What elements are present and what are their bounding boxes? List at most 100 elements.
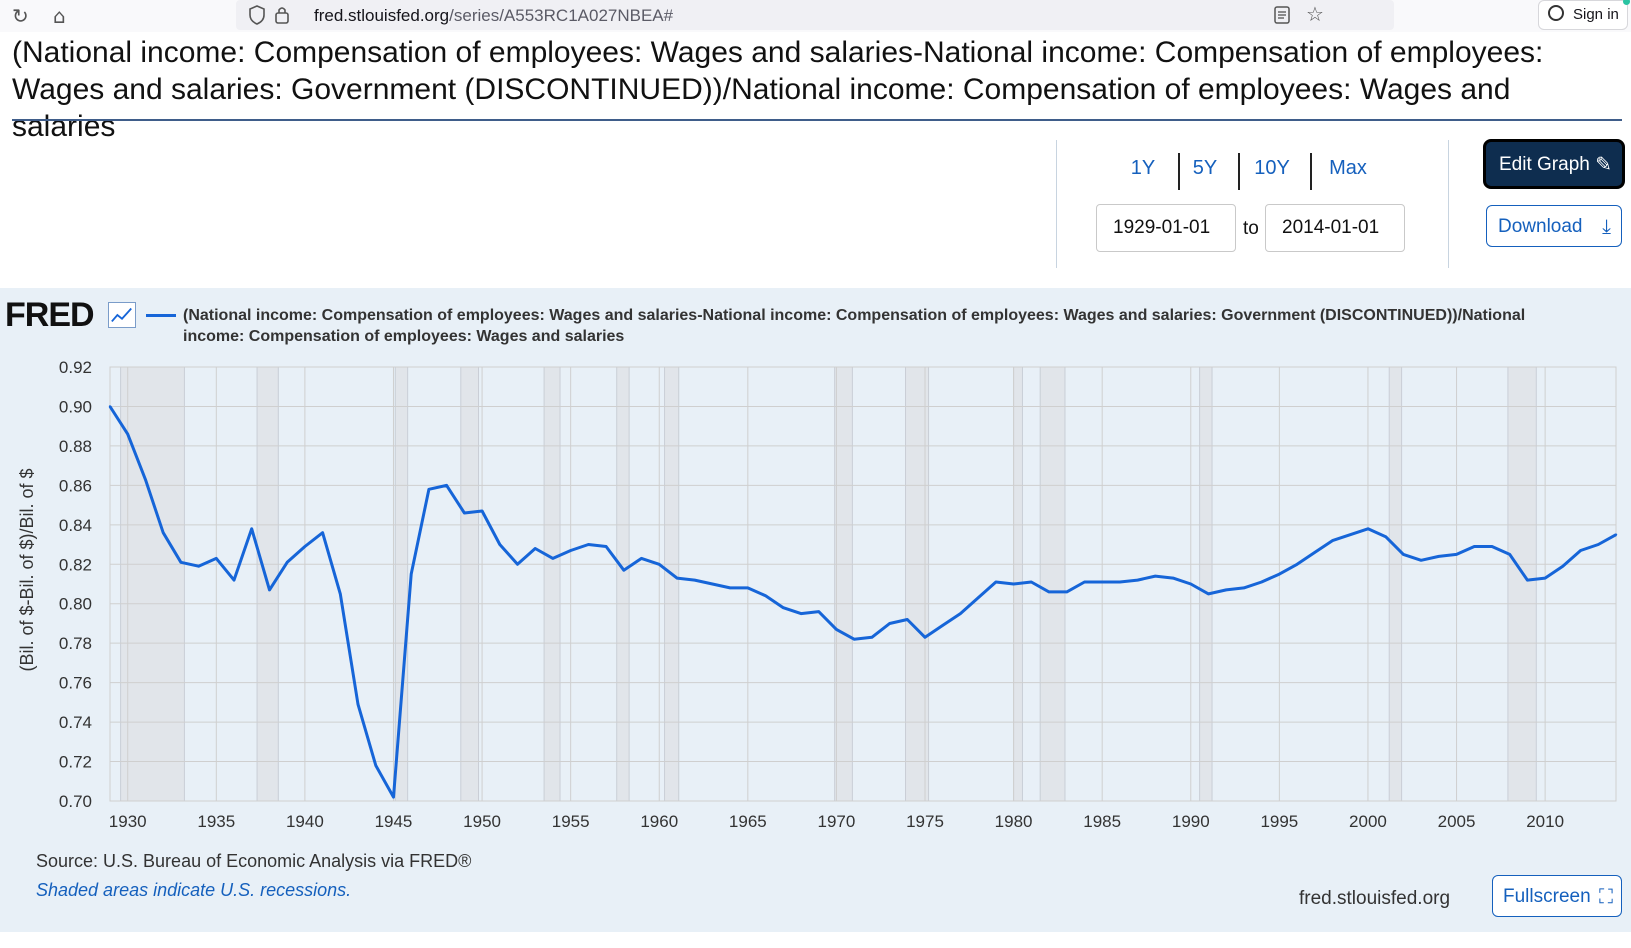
data-point	[1402, 553, 1405, 556]
x-tick-label: 1940	[286, 812, 324, 831]
data-point	[1349, 533, 1352, 536]
y-tick-label: 0.92	[59, 358, 92, 377]
y-tick-label: 0.86	[59, 476, 92, 495]
line-chart[interactable]: 0.70 0.72 0.74 0.76 0.78 0.80 0.82 0.84 0.86 0.88…	[0, 340, 1631, 840]
data-point	[480, 509, 484, 513]
data-point	[1313, 551, 1317, 554]
data-point	[215, 557, 218, 560]
legend-swatch	[146, 314, 176, 317]
data-point	[1100, 580, 1104, 584]
data-point	[1083, 580, 1086, 584]
x-tick-label: 1950	[463, 812, 501, 831]
to-label: to	[1243, 218, 1259, 239]
x-tick-label: 1990	[1172, 812, 1210, 831]
address-bar[interactable]: ☆	[236, 0, 1394, 30]
data-point	[658, 563, 661, 566]
recession-bands	[120, 366, 1537, 802]
data-point	[374, 764, 377, 767]
series-layer	[108, 405, 1618, 799]
data-point	[1455, 553, 1458, 556]
data-point	[427, 488, 431, 491]
url-host: fred.stlouisfed.org	[314, 6, 450, 25]
end-date-input[interactable]	[1265, 204, 1405, 252]
lock-icon[interactable]	[274, 5, 290, 25]
data-point	[410, 572, 413, 576]
site-url[interactable]: fred.stlouisfed.org	[1299, 888, 1451, 909]
data-point	[569, 549, 572, 552]
recession-band	[1388, 366, 1403, 802]
x-tick-label: 1960	[640, 812, 678, 831]
data-point	[108, 405, 112, 408]
reader-icon[interactable]	[1274, 6, 1290, 24]
recession-note[interactable]: Shaded areas indicate U.S. recessions.	[36, 880, 352, 900]
download-button[interactable]: Download ⤓	[1486, 205, 1622, 247]
y-tick-label: 0.90	[59, 397, 92, 416]
x-tick-label: 1970	[818, 812, 856, 831]
recession-band	[834, 366, 853, 802]
notification-dot	[1623, 0, 1630, 5]
home-icon[interactable]: ⌂	[53, 4, 66, 28]
x-tick-label: 1975	[906, 812, 944, 831]
data-point	[587, 543, 590, 546]
data-point	[711, 582, 714, 586]
y-tick-label: 0.74	[59, 713, 92, 732]
data-point	[976, 596, 980, 600]
data-point	[1225, 588, 1228, 592]
data-point	[852, 638, 856, 641]
url-text[interactable]: fred.stlouisfed.org/series/A553RC1A027NB…	[314, 6, 673, 26]
reload-icon[interactable]: ↻	[12, 4, 29, 28]
x-tick-label: 1930	[109, 812, 147, 831]
data-point	[1614, 533, 1618, 536]
fullscreen-icon: ⛶	[1599, 884, 1613, 908]
data-point	[906, 618, 909, 621]
data-point	[1579, 549, 1582, 552]
data-point	[1207, 592, 1210, 596]
divider	[1448, 140, 1449, 268]
data-point	[268, 588, 271, 592]
x-axis-ticks: 1930 1935 1940 1945 1950 1955 1960 1965 1970 1975…	[109, 812, 1564, 831]
shield-icon[interactable]	[248, 5, 266, 25]
data-point	[1437, 555, 1441, 558]
data-point	[1543, 576, 1547, 580]
plot-border	[109, 366, 1617, 802]
data-point	[1526, 578, 1529, 582]
data-point	[445, 484, 448, 487]
range-max-button[interactable]: Max	[1329, 157, 1367, 179]
data-point	[1278, 572, 1281, 576]
x-tick-label: 1980	[995, 812, 1033, 831]
data-point	[285, 561, 289, 564]
browser-toolbar: ↻ ⌂ ☆ fred.stlouisfed.org/series/A553RC1…	[0, 0, 1631, 32]
data-point	[321, 531, 324, 534]
sign-in-button[interactable]: Sign in	[1538, 0, 1630, 30]
start-date-input[interactable]	[1096, 204, 1236, 252]
data-point	[604, 545, 608, 548]
data-point	[817, 610, 820, 613]
fullscreen-label: Fullscreen	[1503, 886, 1591, 907]
data-point	[516, 563, 519, 566]
data-point	[746, 586, 750, 590]
data-point	[197, 565, 200, 568]
y-tick-label: 0.84	[59, 516, 92, 535]
data-point	[1473, 545, 1476, 548]
data-point	[1012, 582, 1015, 586]
data-point	[551, 557, 555, 560]
edit-graph-button[interactable]: Edit Graph ✎	[1483, 139, 1625, 189]
recession-band	[616, 366, 630, 802]
star-icon[interactable]: ☆	[1306, 2, 1324, 26]
data-point	[640, 557, 643, 560]
range-separator	[1238, 153, 1240, 190]
download-icon: ⤓	[1602, 214, 1611, 238]
recession-band	[120, 366, 185, 802]
range-separator	[1310, 153, 1312, 190]
data-point	[1419, 559, 1423, 562]
fullscreen-button[interactable]: Fullscreen ⛶	[1492, 875, 1622, 917]
data-point	[959, 612, 962, 615]
x-tick-label: 1945	[375, 812, 413, 831]
data-point	[356, 703, 360, 706]
edit-graph-label: Edit Graph	[1499, 154, 1590, 175]
data-point	[1597, 543, 1600, 546]
range-1y-button[interactable]: 1Y	[1130, 157, 1156, 179]
data-point	[392, 795, 395, 799]
range-5y-button[interactable]: 5Y	[1192, 157, 1218, 179]
range-10y-button[interactable]: 10Y	[1254, 157, 1290, 179]
